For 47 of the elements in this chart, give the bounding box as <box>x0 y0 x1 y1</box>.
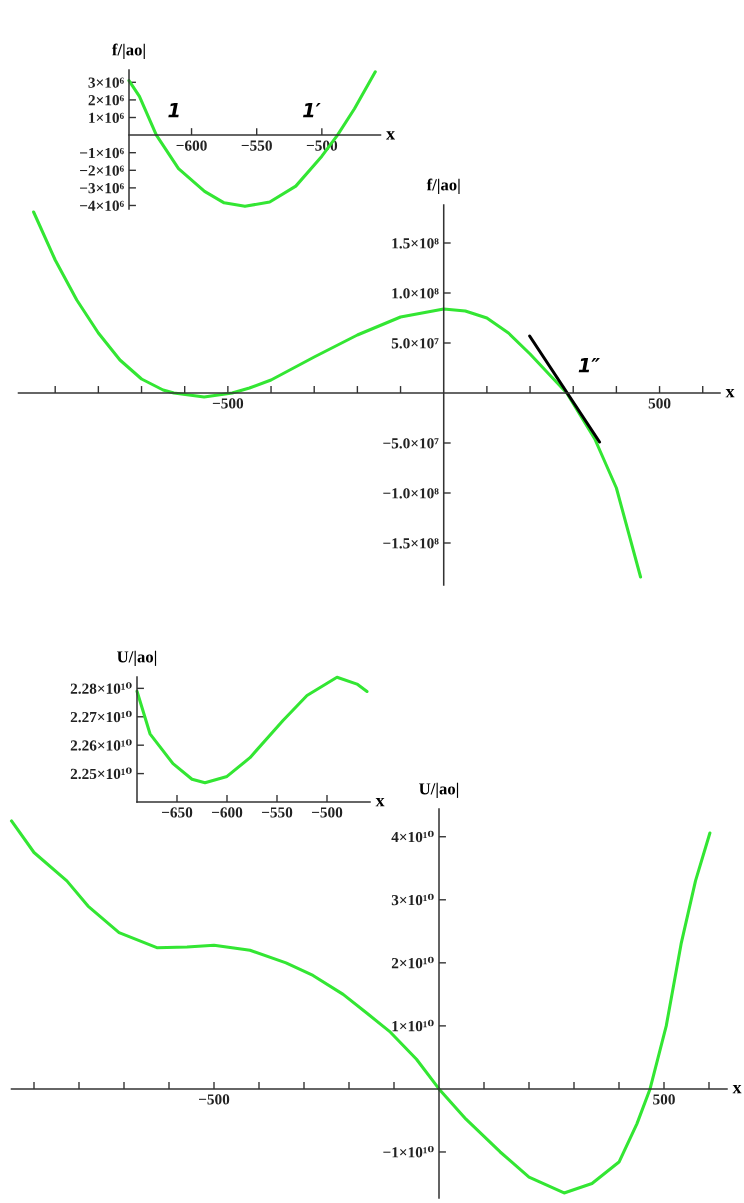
y-tick-label: −1.5×10⁸ <box>383 538 439 549</box>
y-tick-label: 2×10¹⁰ <box>391 956 434 969</box>
x-tick-label: −650 <box>162 807 193 818</box>
y-tick-label: 2.27×10¹⁰ <box>70 710 132 723</box>
y-tick-label: 2.28×10¹⁰ <box>70 682 132 694</box>
x-tick-label: 500 <box>648 398 671 409</box>
y-tick-label: 2.25×10¹⁰ <box>70 767 132 780</box>
y-tick-label: −2×10⁶ <box>80 165 124 176</box>
x-tick-label: −500 <box>212 398 244 409</box>
y-tick-label: 3×10⁶ <box>88 77 124 88</box>
annotation: 1″ <box>578 358 600 373</box>
y-tick-label: 1×10¹⁰ <box>392 1019 434 1032</box>
x-axis-title: x <box>725 389 735 398</box>
y-tick-label: 5.0×10⁷ <box>391 338 439 349</box>
y-axis-title: U/|ao| <box>419 782 459 798</box>
x-tick-label: −550 <box>262 807 293 818</box>
y-tick-label: 2×10⁶ <box>88 95 124 106</box>
x-tick-label: −600 <box>176 140 207 151</box>
x-axis-title: x <box>375 798 385 807</box>
x-tick-label: −550 <box>241 140 272 151</box>
annotation: 1 <box>168 102 179 118</box>
y-tick-label: 2.26×10¹⁰ <box>70 739 132 751</box>
x-tick-label: 500 <box>653 1094 675 1105</box>
x-tick-label: −500 <box>312 807 343 818</box>
y-tick-label: −4×10⁶ <box>80 200 124 211</box>
y-tick-label: −1.0×10⁸ <box>383 488 439 499</box>
line-series <box>32 210 643 579</box>
y-tick-label: 1.0×10⁸ <box>392 288 439 299</box>
x-tick-label: −600 <box>212 807 243 818</box>
y-tick-label: −1×10¹⁰ <box>383 1145 434 1158</box>
y-tick-label: 1.5×10⁸ <box>392 238 439 249</box>
annotation: 1′ <box>303 102 321 118</box>
y-axis-title: f/|ao| <box>426 178 460 194</box>
x-axis-title: x <box>386 131 395 140</box>
y-tick-label: 3×10¹⁰ <box>391 893 434 906</box>
y-tick-label: 4×10¹⁰ <box>391 830 434 843</box>
y-tick-label: 1×10⁶ <box>89 112 124 123</box>
line-series <box>9 819 712 1195</box>
y-tick-label: −3×10⁶ <box>80 183 124 194</box>
x-tick-label: −500 <box>199 1094 230 1105</box>
x-axis-title: x <box>732 1084 742 1094</box>
line-series <box>127 70 377 208</box>
line-series <box>135 675 369 785</box>
y-axis-title: f/|ao| <box>112 43 145 59</box>
y-axis-title: U/|ao| <box>117 650 157 666</box>
y-tick-label: −1×10⁶ <box>80 147 124 159</box>
y-tick-label: −5.0×10⁷ <box>383 438 439 449</box>
